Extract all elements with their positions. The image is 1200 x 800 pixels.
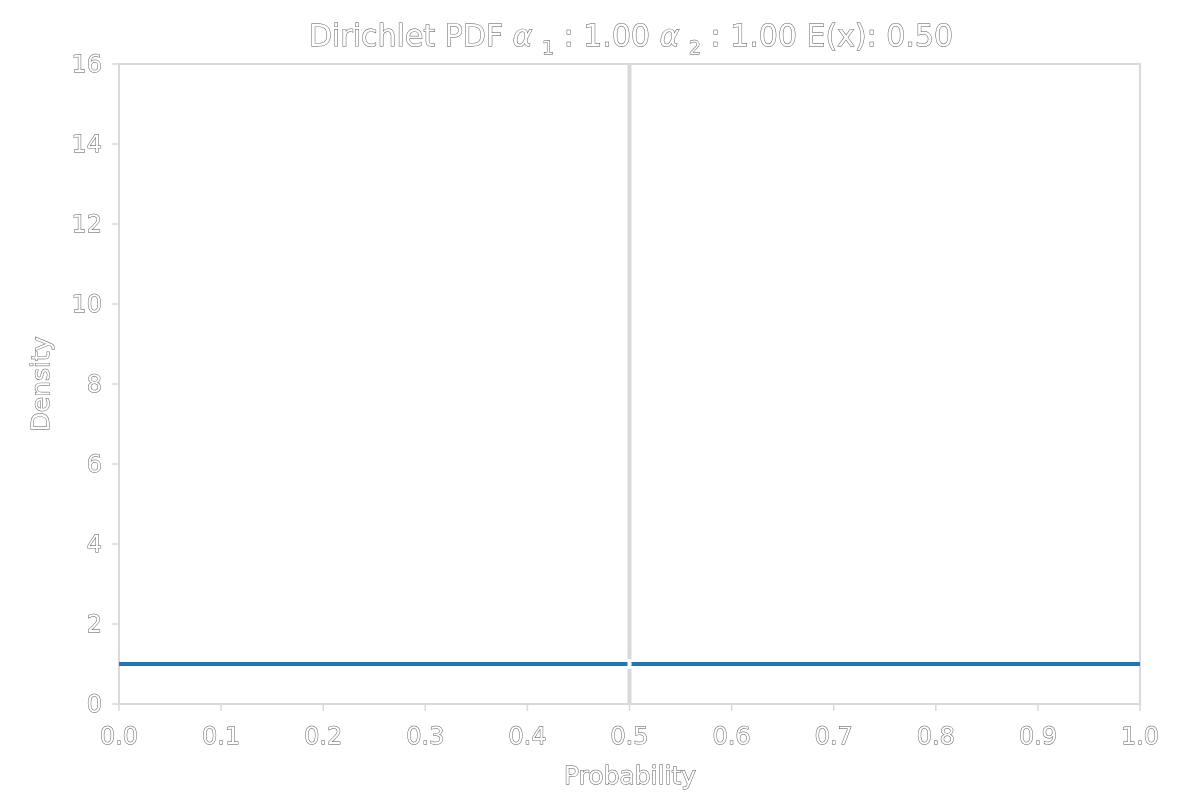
y-tick-label: 8 [87,370,102,398]
y-tick-label: 16 [71,50,102,78]
y-tick-label: 0 [87,690,102,718]
alpha2-value: : 1.00 E(x): 0.50 [711,19,954,54]
alpha1-value: : 1.00 [564,19,660,54]
chart-title: Dirichlet PDF α 1 : 1.00 α 2 : 1.00 E(x)… [309,19,953,62]
x-tick-label: 0.2 [304,722,342,750]
alpha2-symbol: α [660,19,680,54]
y-axis-label: Density [26,336,55,431]
alpha2-subscript: 2 [689,37,701,59]
alpha1-symbol: α [513,19,533,54]
x-axis-label: Probability [564,761,696,790]
x-tick-label: 0.9 [1019,722,1057,750]
y-tick-label: 10 [71,290,102,318]
plot-area: 0.0 0.1 0.2 0.3 0.4 0.5 0.6 0.7 0.8 0.9 1.0 0 2 4 6 8 10… [71,50,1160,751]
y-tick-label: 4 [87,530,102,558]
x-tick-label: 0.6 [713,722,751,750]
x-tick-label: 0.1 [202,722,240,750]
x-tick-label: 0.4 [508,722,546,750]
y-tick-label: 6 [87,450,102,478]
title-prefix: Dirichlet PDF [309,19,513,54]
x-tick-label: 0.3 [406,722,444,750]
x-tick-label: 0.7 [815,722,853,750]
alpha1-subscript: 1 [542,37,554,59]
x-tick-label: 0.0 [100,722,138,750]
y-tick-label: 14 [71,130,102,158]
x-tick-label: 0.8 [917,722,955,750]
x-tick-label: 1.0 [1121,722,1159,750]
y-tick-label: 12 [71,210,102,238]
y-tick-label: 2 [87,610,102,638]
x-tick-label: 0.5 [610,722,648,750]
